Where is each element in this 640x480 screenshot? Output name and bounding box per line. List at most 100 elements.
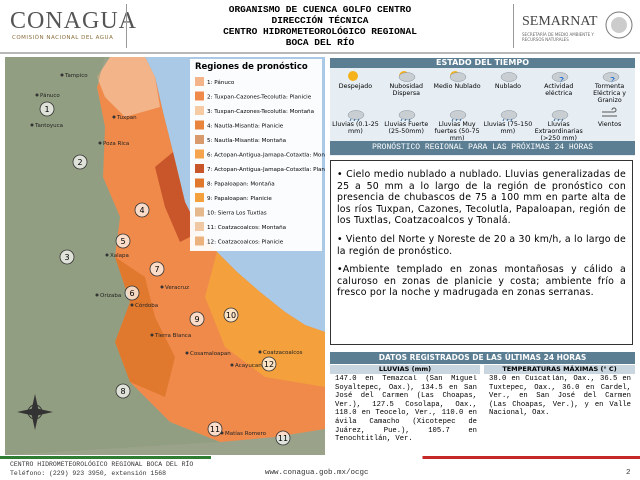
- place-name: Córdoba: [135, 302, 158, 309]
- legend-swatch: [195, 207, 204, 217]
- divider: [126, 4, 127, 48]
- region-number: 10: [226, 311, 236, 320]
- legend-swatch: [195, 164, 204, 173]
- weather-item: Lluvias (0.1-25 mm): [330, 106, 381, 144]
- divider: [513, 4, 514, 48]
- bolt: [558, 77, 564, 83]
- rain-records: 147.0 en Temazcal (San Miguel Soyaltepec…: [335, 375, 477, 444]
- place-name: Matías Romero: [225, 430, 267, 437]
- cloud: [500, 72, 518, 82]
- temp-records: 38.0 en Cuicatlán, Oax., 36.5 en Tuxtepe…: [489, 375, 631, 418]
- weather-item: Despejado: [330, 68, 381, 106]
- region-number: 11: [210, 425, 220, 434]
- legend-swatch: [195, 77, 204, 86]
- weather-icon: [348, 110, 365, 121]
- forecast-paragraph: • Cielo medio nublado a nublado. Lluvias…: [337, 169, 626, 227]
- forecast-box: • Cielo medio nublado a nublado. Lluvias…: [330, 160, 633, 345]
- region-marker: [115, 383, 131, 399]
- region-marker: [124, 285, 140, 301]
- place-name: Pánuco: [40, 92, 60, 99]
- place-name: Tierra Blanca: [154, 333, 191, 339]
- city-dot: [150, 333, 154, 337]
- map: Regiones de pronóstico 1: Pánuco 2: Tuxpa…: [5, 57, 325, 455]
- legend-swatch: [195, 236, 204, 246]
- legend-label: 2: Tuxpan-Cazones-Tecolutla: Planicie: [207, 95, 312, 101]
- logo-subtitle: COMISIÓN NACIONAL DEL AGUA: [12, 35, 114, 41]
- weather-label: Vientos: [597, 121, 622, 128]
- weather-item: Vientos: [584, 106, 635, 144]
- cloud: [348, 110, 365, 120]
- weather-icon: [602, 72, 619, 83]
- legend-swatch: [195, 193, 204, 202]
- cloud: [551, 110, 568, 120]
- title-line: DIRECCIÓN TÉCNICA: [271, 15, 369, 26]
- rain-header: LLUVIAS (mm): [330, 365, 480, 374]
- title-line: ORGANISMO DE CUENCA GOLFO CENTRO: [228, 4, 412, 15]
- weather-item: Lluvias Muy fuertes (50-75 mm): [432, 106, 483, 144]
- region-number: 2: [77, 158, 82, 167]
- place-name: Veracruz: [165, 285, 189, 291]
- region-number: 7: [154, 265, 159, 274]
- footer-center: CENTRO HIDROMETEOROLÓGICO REGIONAL BOCA …: [10, 461, 194, 468]
- region-marker: [59, 249, 75, 265]
- cloud: [398, 72, 416, 82]
- weather-icon: [398, 110, 416, 121]
- weather-icon: [551, 72, 568, 83]
- city-dot: [160, 285, 164, 289]
- weather-icon: [449, 71, 467, 82]
- records-title: DATOS REGISTRADOS DE LAS ÚLTIMAS 24 HORA…: [330, 352, 635, 364]
- place-name: Cosamaloapan: [190, 351, 231, 357]
- cloud: [398, 110, 416, 120]
- weather-icon: [500, 110, 518, 121]
- weather-item: Nubosidad Dispersa: [381, 68, 432, 106]
- title-line: CENTRO HIDROMETEOROLÓGICO REGIONAL: [223, 26, 417, 37]
- compass: [17, 394, 53, 430]
- city-dot: [98, 141, 102, 145]
- region-number: 5: [120, 237, 125, 246]
- weather-icon: [449, 110, 467, 121]
- weather-item: Nublado: [482, 68, 533, 106]
- weather-item: Medio Nublado: [432, 68, 483, 106]
- region-number: 8: [120, 387, 125, 396]
- forecast-paragraph: •Ambiente templado en zonas montañosas y…: [337, 264, 626, 299]
- region-marker: [207, 421, 223, 437]
- weather-item: Tormenta Eléctrica y Granizo: [584, 68, 635, 106]
- rain-drops: [451, 118, 462, 121]
- legend-label: 1: Pánuco: [207, 79, 235, 86]
- region-area: [155, 152, 200, 242]
- header-rule: [0, 52, 640, 54]
- region-number: 11: [278, 434, 288, 443]
- region-number: 12: [264, 360, 274, 369]
- cloud: [449, 110, 467, 120]
- region-number: 6: [129, 289, 134, 298]
- region-number: 3: [64, 253, 69, 262]
- place-name: Tampico: [64, 73, 88, 79]
- place-name: Orizaba: [100, 293, 121, 299]
- title-line: BOCA DEL RÍO: [285, 37, 355, 48]
- semarnat-subtitle: SECRETARÍA DE MEDIO AMBIENTE Y RECURSOS …: [522, 32, 594, 42]
- legend-swatch: [195, 178, 204, 188]
- legend-swatch: [195, 222, 204, 231]
- region-area: [205, 252, 325, 387]
- page-number: 2: [626, 469, 631, 477]
- weather-item: Actividad eléctrica: [533, 68, 584, 106]
- weather-label: Nubosidad Dispersa: [389, 83, 423, 97]
- weather-item: Lluvias (75-150 mm): [482, 106, 533, 144]
- region-marker: [223, 307, 239, 323]
- header-title: ORGANISMO DE CUENCA GOLFO CENTRO DIRECCI…: [180, 4, 460, 48]
- logo: CONAGUA: [10, 8, 137, 34]
- city-dot: [105, 253, 109, 257]
- sun: [348, 71, 359, 81]
- weather-label: Lluvias Muy fuertes (50-75 mm): [434, 121, 480, 142]
- legend-label: 9: Papaloapan: Planicie: [207, 196, 272, 202]
- footer-rule: [0, 456, 640, 459]
- region-number: 1: [44, 105, 49, 114]
- city-dot: [35, 93, 39, 97]
- city-dot: [30, 123, 34, 127]
- weather-title: ESTADO DEL TIEMPO: [330, 58, 635, 68]
- legend-swatch: [195, 120, 204, 130]
- region-marker: [39, 101, 55, 117]
- place-name: Xalapa: [110, 253, 129, 259]
- region-marker: [275, 430, 291, 446]
- city-dot: [130, 303, 134, 307]
